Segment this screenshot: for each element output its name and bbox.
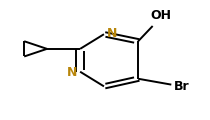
Text: N: N	[107, 27, 117, 39]
Text: Br: Br	[173, 81, 189, 93]
Text: OH: OH	[151, 9, 172, 22]
Text: N: N	[67, 66, 77, 79]
